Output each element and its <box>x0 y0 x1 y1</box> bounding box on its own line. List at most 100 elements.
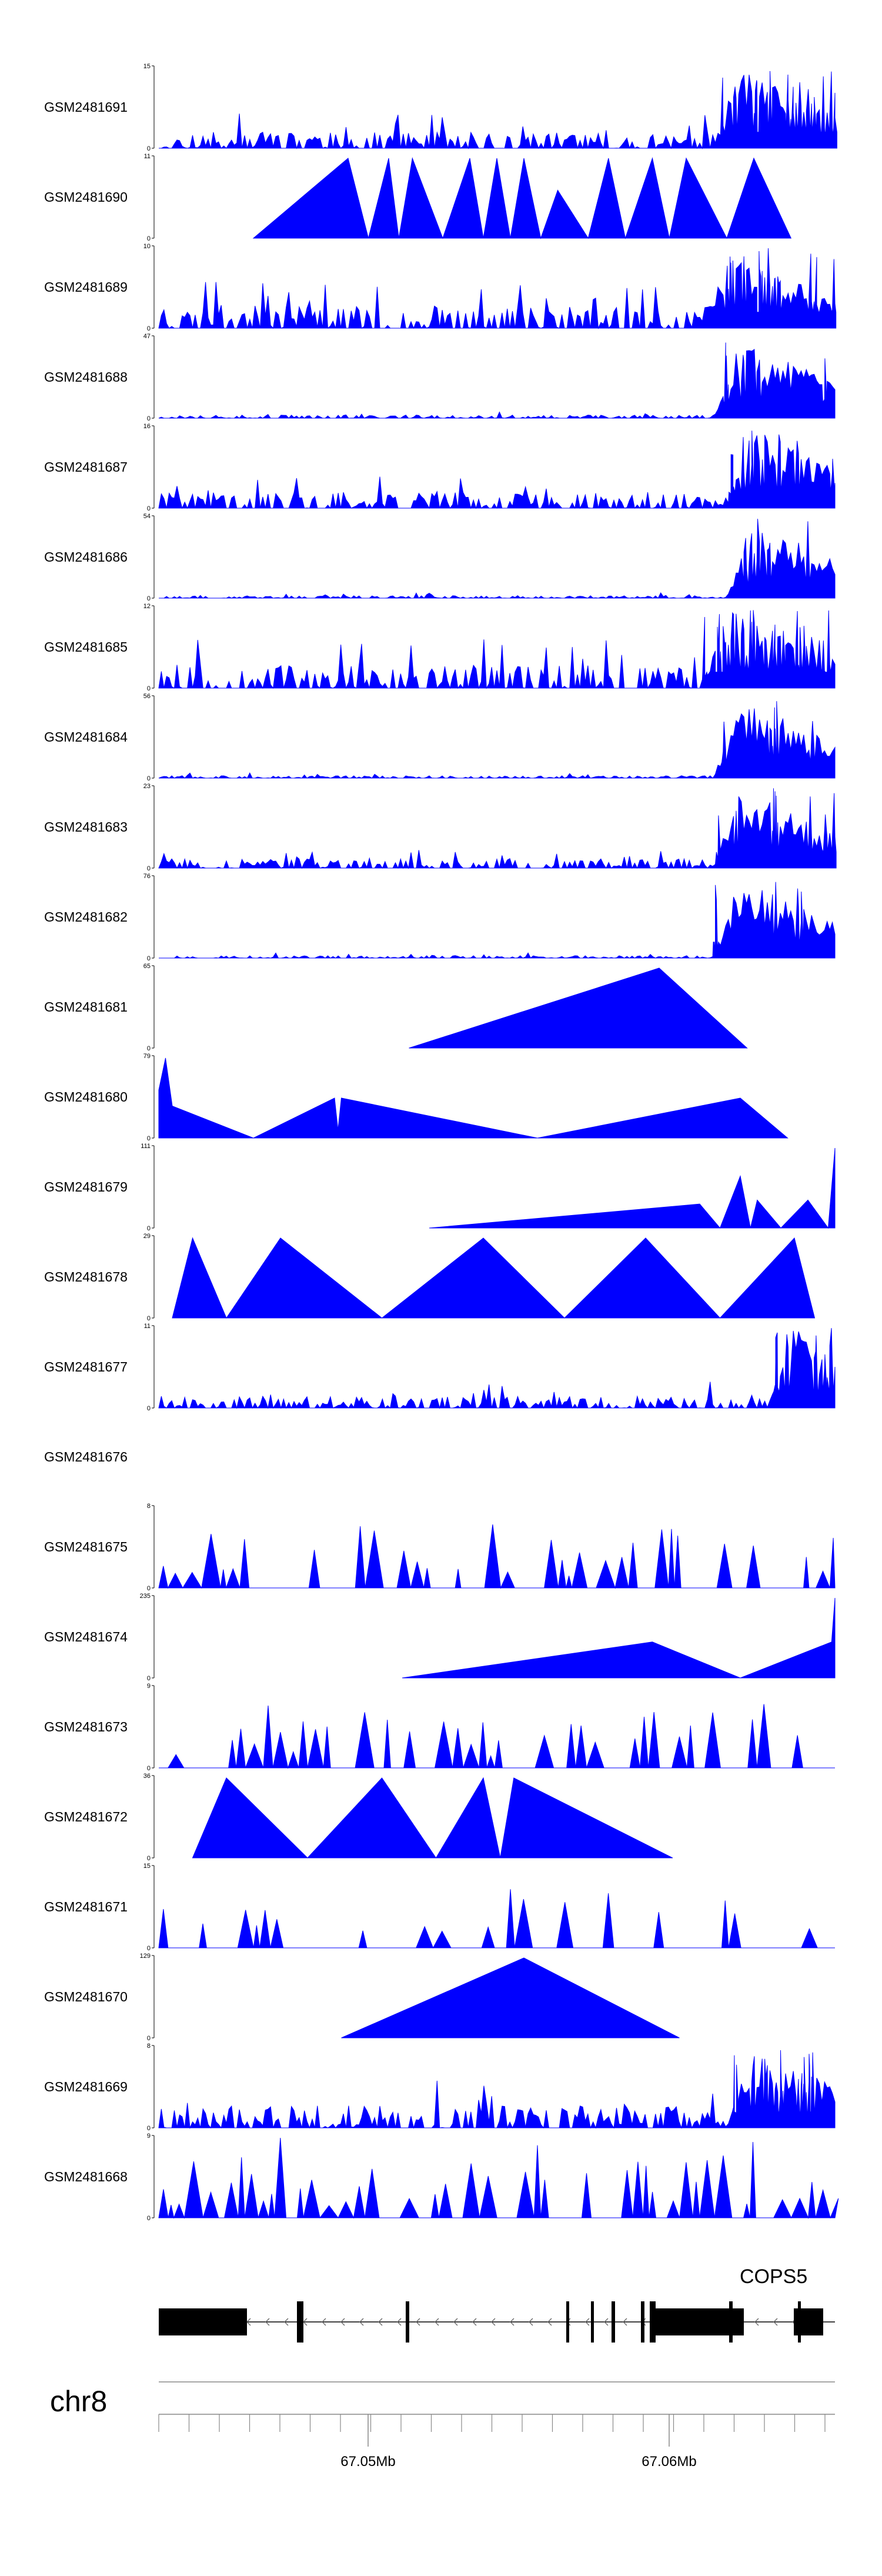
coverage-area <box>159 519 836 599</box>
y-min-label: 0 <box>147 2215 151 2222</box>
coverage-area <box>252 157 792 239</box>
track-label: GSM2481686 <box>44 549 128 565</box>
y-max-label: 129 <box>140 1953 151 1960</box>
strand-arrow <box>491 2318 496 2326</box>
track-label: GSM2481675 <box>44 1539 128 1554</box>
y-max-label: 29 <box>143 1233 151 1240</box>
track-label: GSM2481682 <box>44 909 128 925</box>
strand-arrow <box>435 2318 439 2326</box>
strand-arrow <box>322 2318 326 2326</box>
y-max-label: 36 <box>143 1773 151 1780</box>
coverage-track: GSM2481687 16 0 <box>44 423 836 512</box>
coverage-area <box>158 788 837 869</box>
coverage-track: GSM2481683 23 0 <box>44 783 837 872</box>
coverage-area <box>159 71 837 149</box>
coverage-track: GSM2481684 56 0 <box>44 693 836 782</box>
y-max-label: 9 <box>147 1683 151 1690</box>
y-max-label: 56 <box>143 693 151 700</box>
strand-arrow <box>585 2318 590 2326</box>
coverage-track: GSM2481690 11 0 <box>44 153 792 242</box>
y-min-label: 0 <box>147 325 151 332</box>
strand-arrow <box>284 2318 289 2326</box>
track-label: GSM2481674 <box>44 1629 128 1644</box>
track-label: GSM2481690 <box>44 189 128 205</box>
y-max-label: 11 <box>144 1323 151 1330</box>
strand-arrow <box>265 2318 270 2326</box>
strand-arrow <box>604 2318 609 2326</box>
coverage-area <box>172 1237 816 1319</box>
strand-arrow <box>623 2318 627 2326</box>
strand-arrow <box>453 2318 458 2326</box>
gene-exon <box>566 2301 569 2343</box>
coverage-area <box>409 967 748 1049</box>
strand-arrow <box>359 2318 364 2326</box>
track-label: GSM2481673 <box>44 1719 128 1734</box>
gene-exon <box>794 2308 823 2335</box>
coverage-track: GSM2481691 15 0 <box>44 63 837 152</box>
coverage-area <box>158 2137 839 2219</box>
track-label: GSM2481672 <box>44 1809 128 1824</box>
coverage-track: GSM2481686 54 0 <box>44 513 836 602</box>
coverage-track: GSM2481668 9 0 <box>44 2133 839 2222</box>
gene-exon <box>591 2301 594 2343</box>
y-min-label: 0 <box>147 1675 151 1682</box>
y-max-label: 54 <box>143 513 151 520</box>
coverage-track: GSM2481679 111 0 <box>44 1143 836 1232</box>
y-min-label: 0 <box>147 1765 151 1772</box>
strand-arrow <box>773 2318 778 2326</box>
coverage-track: GSM2481681 65 0 <box>44 963 748 1052</box>
axis-tick-label: 67.06Mb <box>642 2454 696 2470</box>
y-max-label: 16 <box>143 423 151 430</box>
y-max-label: 15 <box>143 1863 151 1870</box>
track-label: GSM2481688 <box>44 369 128 385</box>
coverage-area <box>341 1957 680 2038</box>
gene-exon <box>297 2301 303 2343</box>
coverage-area <box>158 342 836 419</box>
y-max-label: 10 <box>143 243 151 250</box>
coverage-area <box>159 882 836 959</box>
y-min-label: 0 <box>147 1405 151 1412</box>
strand-arrow <box>529 2318 533 2326</box>
y-min-label: 0 <box>147 775 151 782</box>
track-label: GSM2481677 <box>44 1359 128 1374</box>
coverage-track: GSM2481688 47 0 <box>44 333 836 422</box>
track-label: GSM2481691 <box>44 99 128 115</box>
coverage-track: GSM2481682 76 0 <box>44 873 836 962</box>
genome-axis: 67.05Mb 67.06Mb chr8 <box>50 2381 835 2470</box>
gene-exon <box>612 2301 615 2343</box>
coverage-track: GSM2481685 12 0 <box>44 603 836 692</box>
coverage-tracks: GSM2481691150GSM2481690110GSM2481689100G… <box>44 63 839 2222</box>
coverage-area <box>402 1597 836 1679</box>
coverage-track: GSM2481669 8 0 <box>44 2043 836 2132</box>
coverage-track: GSM2481675 8 0 <box>44 1503 836 1592</box>
y-min-label: 0 <box>147 2125 151 2132</box>
y-max-label: 235 <box>140 1593 151 1600</box>
gene-exon <box>729 2301 733 2343</box>
coverage-area <box>158 701 836 779</box>
coverage-area <box>158 2050 836 2129</box>
y-min-label: 0 <box>147 505 151 512</box>
gene-model-track: COPS5 <box>159 2265 835 2343</box>
y-min-label: 0 <box>147 685 151 692</box>
track-label: GSM2481685 <box>44 639 128 655</box>
coverage-area <box>158 1524 836 1589</box>
strand-arrow <box>547 2318 552 2326</box>
coverage-area <box>158 1889 835 1949</box>
y-max-label: 11 <box>144 153 151 160</box>
y-max-label: 15 <box>143 63 151 70</box>
track-label: GSM2481676 <box>44 1449 128 1464</box>
y-min-label: 0 <box>147 955 151 962</box>
coverage-track: GSM2481674 235 0 <box>44 1593 836 1682</box>
y-max-label: 8 <box>147 1503 151 1510</box>
coverage-area <box>158 248 837 329</box>
gene-exon <box>159 2308 247 2335</box>
strand-arrow <box>378 2318 383 2326</box>
y-max-label: 47 <box>143 333 151 340</box>
coverage-track: GSM2481676 <box>44 1449 128 1464</box>
coverage-area <box>158 1328 836 1409</box>
gene-exon <box>406 2301 409 2343</box>
strand-arrow <box>754 2318 759 2326</box>
track-label: GSM2481668 <box>44 2169 128 2184</box>
y-min-label: 0 <box>147 235 151 242</box>
strand-arrow <box>340 2318 345 2326</box>
